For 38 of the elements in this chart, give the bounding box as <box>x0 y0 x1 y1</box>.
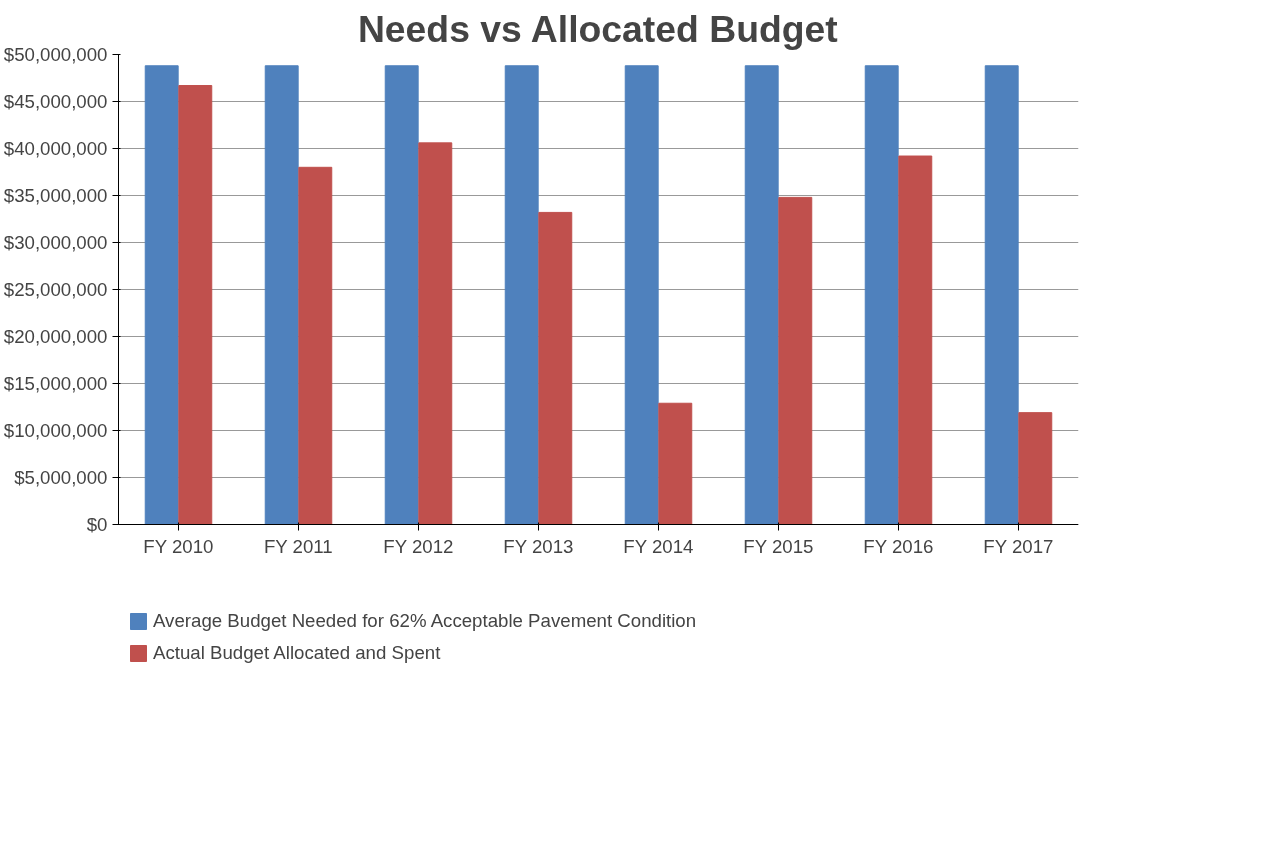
y-tick-label: $40,000,000 <box>3 138 108 159</box>
bar <box>144 65 179 525</box>
x-tick-label: FY 2016 <box>863 535 934 557</box>
bar <box>1018 412 1053 525</box>
bar <box>178 85 213 525</box>
bar <box>864 65 899 525</box>
y-tick-label: $50,000,000 <box>3 44 108 65</box>
x-tick-label: FY 2012 <box>383 535 454 557</box>
x-tick-label: FY 2014 <box>623 535 694 557</box>
bar <box>418 142 453 525</box>
bar <box>778 196 813 525</box>
bar <box>624 65 659 525</box>
x-tick-label: FY 2017 <box>983 535 1054 557</box>
chart-title: Needs vs Allocated Budget <box>357 7 838 50</box>
bar <box>264 65 299 525</box>
bar <box>658 402 693 525</box>
bar <box>744 65 779 525</box>
bar <box>538 211 573 525</box>
legend-label: Actual Budget Allocated and Spent <box>153 642 441 664</box>
bar <box>298 166 333 525</box>
x-tick-label: FY 2015 <box>743 535 814 557</box>
y-tick-label: $35,000,000 <box>3 185 108 206</box>
x-tick-label: FY 2010 <box>143 535 214 557</box>
y-tick-label: $25,000,000 <box>3 279 108 300</box>
y-tick-label: $20,000,000 <box>3 326 108 347</box>
y-tick-label: $5,000,000 <box>14 467 108 488</box>
y-tick-label: $45,000,000 <box>3 91 108 112</box>
y-tick-label: $10,000,000 <box>3 420 108 441</box>
bar <box>504 65 539 525</box>
bar <box>898 155 933 525</box>
bar <box>984 65 1019 525</box>
x-tick-label: FY 2013 <box>503 535 574 557</box>
legend-label: Average Budget Needed for 62% Acceptable Pavement Condition <box>153 610 697 632</box>
bar <box>384 65 419 525</box>
y-tick-label: $30,000,000 <box>3 232 108 253</box>
x-tick-label: FY 2011 <box>263 535 333 557</box>
y-tick-label: $15,000,000 <box>3 373 108 394</box>
y-tick-label: $0 <box>86 514 108 535</box>
